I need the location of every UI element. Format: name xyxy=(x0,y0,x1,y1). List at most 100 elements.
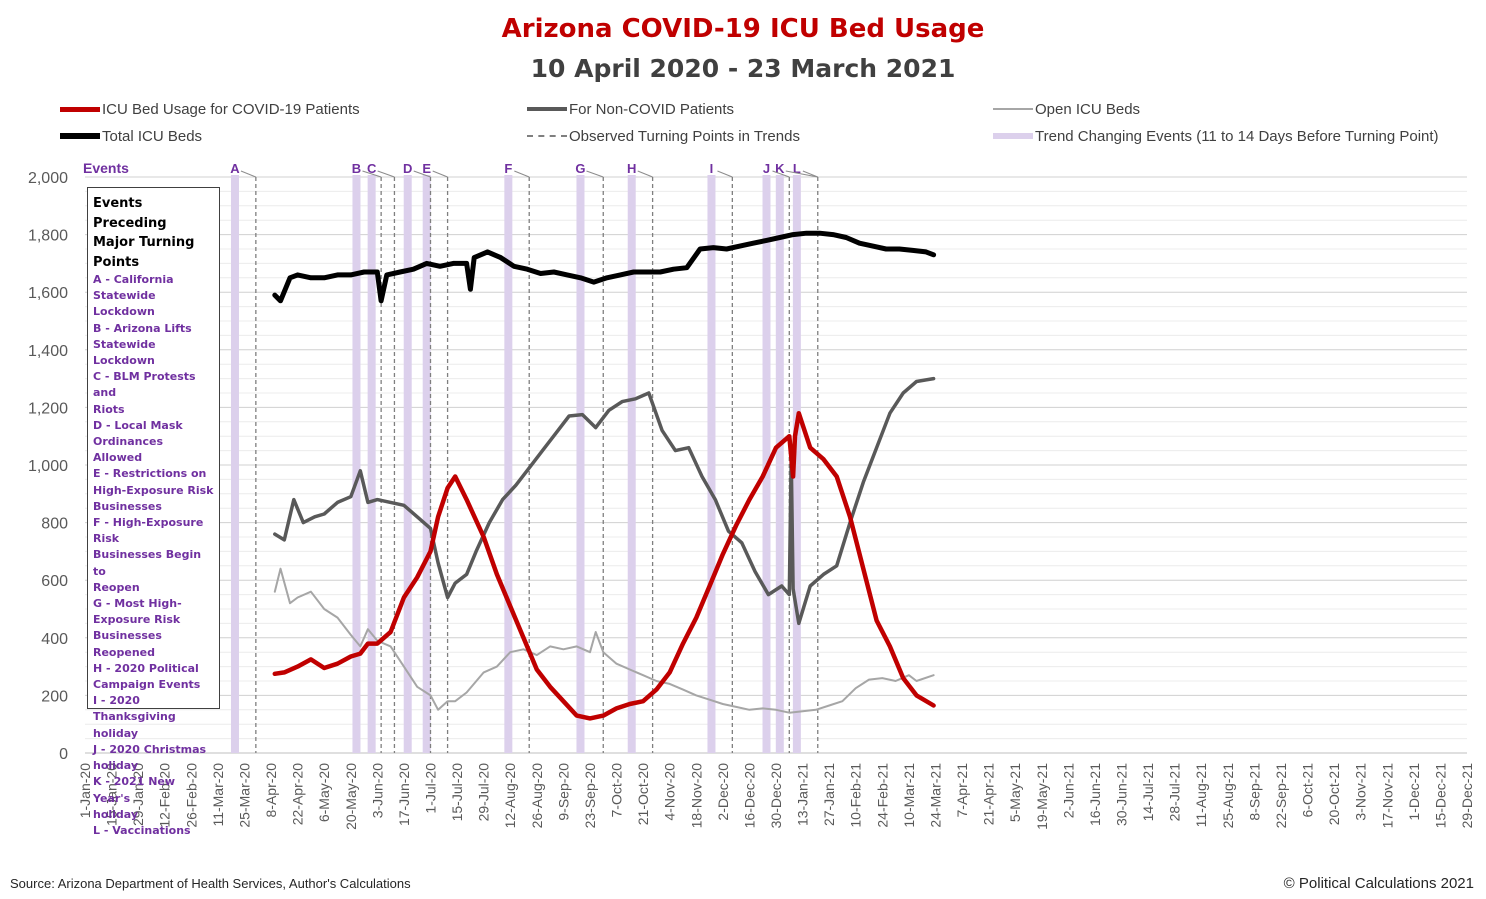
event-band xyxy=(230,175,239,753)
event-connector xyxy=(586,170,604,178)
x-tick-label: 22-Sep-21 xyxy=(1273,763,1289,829)
legend-item-covid: ICU Bed Usage for COVID-19 Patients xyxy=(60,100,360,118)
event-connector xyxy=(240,170,257,178)
y-tick-label: 0 xyxy=(59,746,68,763)
event-connector xyxy=(637,170,653,178)
event-connector xyxy=(413,170,431,178)
events-box-title-line: Major Turning xyxy=(93,235,195,250)
x-tick-label: 13-Jan-21 xyxy=(795,763,811,826)
x-tick-label: 17-Nov-21 xyxy=(1379,763,1395,829)
event-label: J xyxy=(763,161,770,176)
events-box-line: Campaign Events xyxy=(93,678,201,692)
event-label: G xyxy=(575,161,585,176)
x-tick-label: 12-Aug-20 xyxy=(502,763,518,829)
x-tick-label: 8-Apr-20 xyxy=(263,763,279,818)
event-label: E xyxy=(422,161,431,176)
event-connector xyxy=(362,170,382,178)
x-tick-label: 25-Aug-21 xyxy=(1220,763,1236,829)
x-tick-label: 29-Dec-21 xyxy=(1459,763,1475,829)
x-tick-label: 1-Jul-20 xyxy=(423,763,439,814)
x-tick-label: 26-Aug-20 xyxy=(529,763,545,829)
events-box-line: holiday xyxy=(93,759,139,773)
events-box-line: F - High-Exposure Risk xyxy=(93,516,204,546)
x-tick-label: 28-Jul-21 xyxy=(1167,763,1183,822)
events-box-line: holiday xyxy=(93,807,139,821)
event-label: H xyxy=(627,161,636,176)
y-tick-label: 1,600 xyxy=(28,285,68,302)
events-box-line: B - Arizona Lifts xyxy=(93,321,192,335)
events-box-line: H - 2020 Political xyxy=(93,661,199,675)
events-box-line: Exposure Risk xyxy=(93,613,181,627)
x-tick-label: 3-Jun-20 xyxy=(369,763,385,818)
x-tick-label: 26-Feb-20 xyxy=(183,763,199,828)
events-box-line: Businesses Reopened xyxy=(93,629,162,659)
x-tick-label: 9-Sep-20 xyxy=(555,763,571,821)
event-label: A xyxy=(230,161,240,176)
event-band xyxy=(792,175,801,753)
x-tick-label: 27-Jan-21 xyxy=(821,763,837,826)
events-box-line: J - 2020 Christmas xyxy=(93,742,207,756)
events-box-line: Ordinances Allowed xyxy=(93,435,164,465)
series-line-open xyxy=(273,567,935,714)
series-line-noncovid xyxy=(273,376,936,626)
y-tick-label: 400 xyxy=(41,631,68,648)
x-tick-label: 25-Mar-20 xyxy=(236,763,252,828)
x-tick-label: 30-Dec-20 xyxy=(768,763,784,829)
x-tick-label: 20-Oct-21 xyxy=(1326,763,1342,825)
events-box-line: D - Local Mask xyxy=(93,418,183,432)
event-label: K xyxy=(775,161,785,176)
event-band xyxy=(576,175,585,753)
legend-item-turning: Observed Turning Points in Trends xyxy=(527,127,800,145)
x-tick-label: 22-Apr-20 xyxy=(290,763,306,825)
event-band xyxy=(403,175,412,753)
x-tick-label: 10-Feb-21 xyxy=(848,763,864,828)
event-connector xyxy=(785,170,818,178)
x-tick-label: 14-Jul-21 xyxy=(1140,763,1156,822)
events-box-line: Businesses xyxy=(93,499,162,513)
legend-swatch-open xyxy=(993,108,1033,110)
events-box-line: Statewide Lockdown xyxy=(93,337,156,368)
chart-subtitle: 10 April 2020 - 23 March 2021 xyxy=(530,54,956,83)
event-label: D xyxy=(403,161,412,176)
x-tick-label: 24-Feb-21 xyxy=(874,763,890,828)
x-tick-label: 10-Mar-21 xyxy=(901,763,917,828)
events-box-line: Reopen xyxy=(93,580,140,594)
x-tick-label: 16-Dec-20 xyxy=(741,763,757,829)
y-tick-label: 1,800 xyxy=(28,228,68,245)
legend-item-total: Total ICU Beds xyxy=(60,127,202,145)
legend-swatch-turning xyxy=(527,135,567,137)
events-box-title-line: Events Preceding xyxy=(93,196,167,231)
event-band xyxy=(627,175,636,753)
x-tick-label: 11-Mar-20 xyxy=(210,763,226,827)
legend-swatch-events xyxy=(993,133,1033,139)
series-line-covid xyxy=(272,410,936,721)
x-tick-label: 15-Jul-20 xyxy=(449,763,465,822)
x-tick-label: 20-May-20 xyxy=(343,763,359,830)
chart-title: Arizona COVID-19 ICU Bed Usage xyxy=(501,14,985,44)
legend-label-events: Trend Changing Events (11 to 14 Days Bef… xyxy=(1035,127,1439,145)
event-connector xyxy=(772,170,790,178)
x-tick-label: 24-Mar-21 xyxy=(927,763,943,828)
event-label: B xyxy=(352,161,361,176)
x-tick-label: 3-Nov-21 xyxy=(1353,763,1369,821)
x-tick-label: 8-Sep-21 xyxy=(1246,763,1262,821)
x-tick-label: 6-May-20 xyxy=(316,763,332,822)
events-box-line: K - 2021 New Year's xyxy=(93,775,176,805)
events-box-line: I - 2020 Thanksgiving xyxy=(93,694,176,724)
events-legend-box: Events Preceding Major Turning Points A - C… xyxy=(87,187,220,837)
events-box-line: A - California xyxy=(93,273,174,286)
event-connector xyxy=(514,170,530,178)
x-tick-label: 12-Feb-20 xyxy=(157,763,173,828)
events-box-line: holiday xyxy=(93,726,139,740)
legend-label-covid: ICU Bed Usage for COVID-19 Patients xyxy=(102,100,360,118)
event-band xyxy=(775,175,784,753)
x-tick-label: 1-Dec-21 xyxy=(1406,763,1422,821)
y-tick-label: 1,000 xyxy=(28,458,68,475)
event-label: I xyxy=(710,161,714,176)
legend-item-open: Open ICU Beds xyxy=(993,100,1140,118)
x-tick-label: 4-Nov-20 xyxy=(662,763,678,821)
x-tick-label: 6-Oct-21 xyxy=(1300,763,1316,818)
x-tick-label: 21-Apr-21 xyxy=(981,763,997,825)
legend-swatch-noncovid xyxy=(527,107,567,111)
